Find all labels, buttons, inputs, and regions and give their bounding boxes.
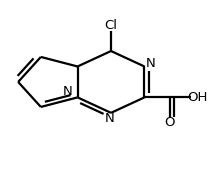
Text: N: N xyxy=(146,57,155,70)
Text: N: N xyxy=(62,85,72,98)
Text: OH: OH xyxy=(187,91,208,104)
Text: N: N xyxy=(105,112,115,125)
Text: Cl: Cl xyxy=(105,19,117,32)
Text: O: O xyxy=(165,116,175,129)
